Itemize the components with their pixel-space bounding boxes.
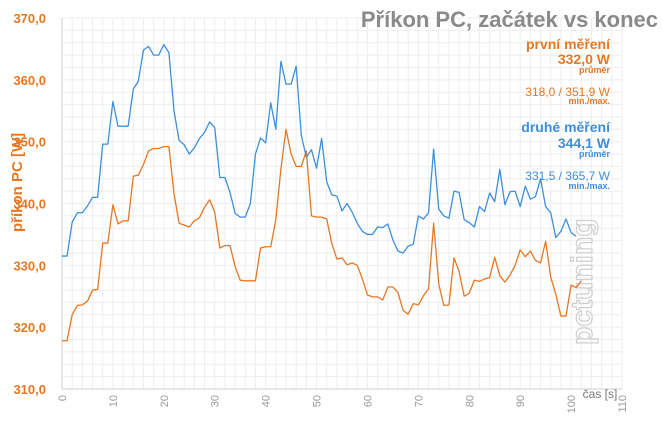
y-tick-label: 320,0 — [13, 320, 46, 335]
annotation-second-range: 331,5 / 365,7 W — [525, 169, 610, 183]
x-ticks: 0 10 20 30 40 50 60 70 80 90 100 110 — [57, 395, 629, 413]
y-tick-label: 310,0 — [13, 382, 46, 397]
annotation-first-value: 332,0 W — [558, 51, 611, 67]
x-tick-label: 50 — [312, 395, 324, 407]
annotation-first-range: 318,0 / 351,9 W — [525, 85, 610, 99]
annotation-second-value: 344,1 W — [558, 135, 611, 151]
x-tick-label: 10 — [108, 395, 120, 407]
annotation-first-label: první měření — [526, 36, 611, 52]
annotation-second: druhé měření 344,1 W průměr 331,5 / 365,… — [521, 119, 611, 191]
x-tick-label: 60 — [362, 395, 374, 407]
x-tick-label: 0 — [57, 395, 69, 401]
annotation-second-range-caption: min./max. — [568, 181, 610, 191]
x-tick-label: 80 — [464, 395, 476, 407]
watermark: pctuning — [566, 218, 599, 345]
y-tick-label: 340,0 — [13, 197, 46, 212]
annotation-second-value-caption: průměr — [579, 149, 611, 159]
y-tick-label: 350,0 — [13, 135, 46, 150]
series-group — [62, 43, 582, 342]
grid — [61, 17, 623, 390]
x-axis-label: čas [s] — [583, 387, 618, 401]
x-tick-label: 100 — [566, 395, 578, 413]
annotation-first-range-caption: min./max. — [568, 96, 610, 106]
chart-title: Příkon PC, začátek vs konec — [361, 7, 658, 32]
y-tick-label: 370,0 — [13, 11, 46, 26]
y-axis-label: příkon PC [W] — [9, 133, 26, 232]
series-line-1 — [62, 128, 582, 342]
y-ticks: 310,0 320,0 330,0 340,0 350,0 360,0 370,0 — [13, 11, 46, 397]
annotation-first: první měření 332,0 W průměr 318,0 / 351,… — [525, 36, 611, 106]
x-tick-label: 20 — [159, 395, 171, 407]
annotation-first-value-caption: průměr — [579, 65, 611, 75]
x-tick-label: 110 — [617, 395, 629, 413]
x-tick-label: 70 — [413, 395, 425, 407]
x-tick-label: 90 — [515, 395, 527, 407]
y-tick-label: 360,0 — [13, 73, 46, 88]
annotation-second-label: druhé měření — [521, 119, 611, 135]
series-line-2 — [62, 43, 577, 257]
y-tick-label: 330,0 — [13, 258, 46, 273]
x-tick-label: 30 — [210, 395, 222, 407]
x-tick-label: 40 — [261, 395, 273, 407]
